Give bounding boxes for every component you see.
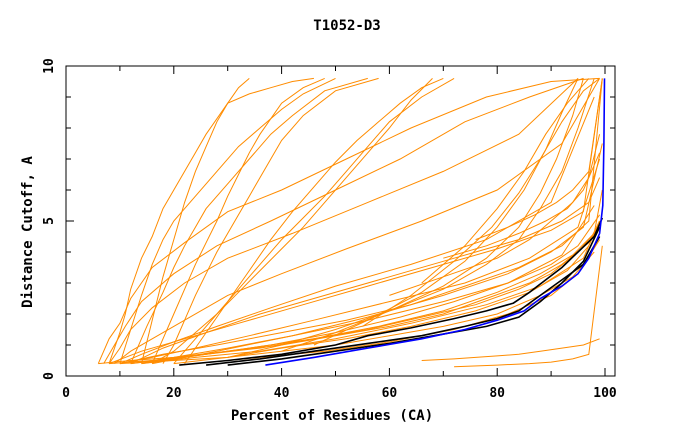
series-line-11 xyxy=(130,77,368,364)
series-line-37 xyxy=(421,338,600,361)
series-line-6 xyxy=(119,158,601,365)
x-tick-label: 0 xyxy=(62,386,70,401)
series-line-38 xyxy=(454,245,603,368)
series-line-16 xyxy=(141,78,250,364)
series-line-27 xyxy=(141,214,601,365)
series-line-42 xyxy=(265,78,606,366)
series-line-39 xyxy=(179,217,604,366)
x-tick-label: 40 xyxy=(274,386,290,401)
axis-ticks xyxy=(65,65,615,377)
series-line-17 xyxy=(151,78,433,365)
x-axis-title: Percent of Residues (CA) xyxy=(231,408,433,424)
series-line-3 xyxy=(108,78,579,364)
series-line-34 xyxy=(389,134,601,296)
series-line-35 xyxy=(443,152,601,259)
series-line-15 xyxy=(184,77,444,364)
series-line-2 xyxy=(103,77,584,364)
series-line-8 xyxy=(141,220,601,365)
series-line-5 xyxy=(119,96,595,365)
series-line-22 xyxy=(421,78,590,284)
y-tick-label: 5 xyxy=(42,217,57,225)
series-line-4 xyxy=(114,78,601,364)
series-layer xyxy=(97,77,606,368)
series-line-1 xyxy=(97,77,600,364)
y-tick-label: 0 xyxy=(42,372,57,380)
x-tick-label: 20 xyxy=(166,386,182,401)
series-line-36 xyxy=(475,78,603,241)
y-tick-labels: 0 5 10 xyxy=(42,58,57,380)
y-axis-title: Distance Cutoff, A xyxy=(20,156,36,308)
series-line-25 xyxy=(119,251,595,365)
x-tick-labels: 0 20 40 60 80 100 xyxy=(62,386,617,401)
series-line-32 xyxy=(108,78,603,365)
series-line-12 xyxy=(151,77,325,364)
series-line-18 xyxy=(227,78,595,358)
x-tick-label: 60 xyxy=(382,386,398,401)
series-line-10 xyxy=(119,77,336,364)
series-line-9 xyxy=(108,77,314,364)
series-line-13 xyxy=(162,77,379,364)
chart-title: T1052-D3 xyxy=(313,18,380,34)
series-line-21 xyxy=(362,78,600,327)
series-line-40 xyxy=(206,236,601,366)
x-tick-label: 100 xyxy=(593,386,617,401)
series-line-31 xyxy=(152,143,603,365)
series-line-41 xyxy=(227,226,601,366)
series-line-29 xyxy=(173,220,601,365)
x-tick-label: 80 xyxy=(489,386,505,401)
plot-area xyxy=(65,65,616,377)
y-tick-label: 10 xyxy=(42,58,57,74)
series-line-33 xyxy=(130,177,601,365)
series-line-19 xyxy=(281,78,584,352)
